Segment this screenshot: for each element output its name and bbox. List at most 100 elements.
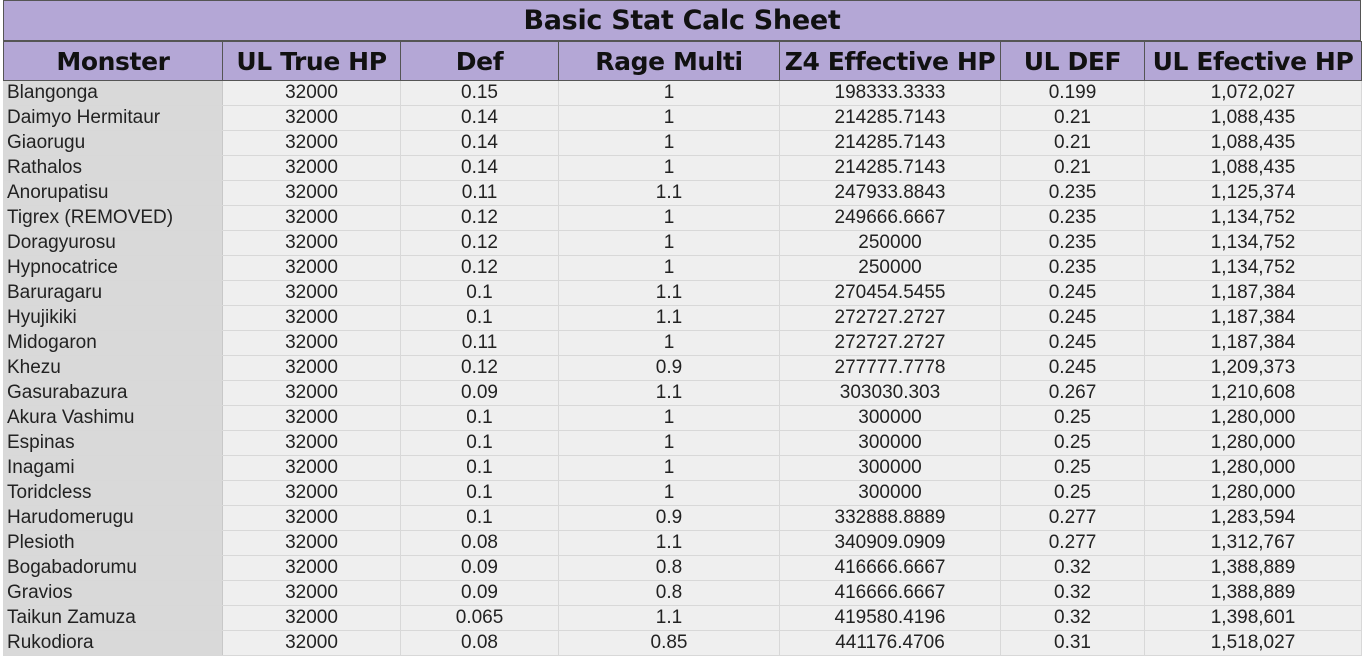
rage-multi-cell[interactable]: 1	[558, 130, 780, 156]
monster-cell[interactable]: Plesioth	[3, 530, 223, 556]
ul-def-cell[interactable]: 0.32	[1000, 605, 1145, 631]
monster-cell[interactable]: Harudomerugu	[3, 505, 223, 531]
ul-def-cell[interactable]: 0.235	[1000, 255, 1145, 281]
ul-def-cell[interactable]: 0.32	[1000, 555, 1145, 581]
monster-cell[interactable]: Giaorugu	[3, 130, 223, 156]
ul-true-hp-cell[interactable]: 32000	[222, 430, 401, 456]
def-cell[interactable]: 0.1	[400, 505, 559, 531]
ul-true-hp-cell[interactable]: 32000	[222, 630, 401, 656]
monster-cell[interactable]: Baruragaru	[3, 280, 223, 306]
header-monster[interactable]: Monster	[3, 41, 223, 81]
rage-multi-cell[interactable]: 1	[558, 430, 780, 456]
ul-effective-hp-cell[interactable]: 1,134,752	[1144, 255, 1362, 281]
ul-effective-hp-cell[interactable]: 1,187,384	[1144, 330, 1362, 356]
ul-true-hp-cell[interactable]: 32000	[222, 480, 401, 506]
ul-true-hp-cell[interactable]: 32000	[222, 605, 401, 631]
rage-multi-cell[interactable]: 1.1	[558, 380, 780, 406]
monster-cell[interactable]: Rukodiora	[3, 630, 223, 656]
monster-cell[interactable]: Taikun Zamuza	[3, 605, 223, 631]
header-ul-def[interactable]: UL DEF	[1000, 41, 1145, 81]
z4-effective-hp-cell[interactable]: 198333.3333	[779, 80, 1001, 106]
ul-true-hp-cell[interactable]: 32000	[222, 355, 401, 381]
def-cell[interactable]: 0.11	[400, 180, 559, 206]
z4-effective-hp-cell[interactable]: 277777.7778	[779, 355, 1001, 381]
z4-effective-hp-cell[interactable]: 250000	[779, 230, 1001, 256]
monster-cell[interactable]: Espinas	[3, 430, 223, 456]
rage-multi-cell[interactable]: 1	[558, 405, 780, 431]
ul-def-cell[interactable]: 0.277	[1000, 530, 1145, 556]
rage-multi-cell[interactable]: 1	[558, 455, 780, 481]
def-cell[interactable]: 0.09	[400, 380, 559, 406]
ul-def-cell[interactable]: 0.235	[1000, 205, 1145, 231]
def-cell[interactable]: 0.12	[400, 230, 559, 256]
ul-true-hp-cell[interactable]: 32000	[222, 380, 401, 406]
z4-effective-hp-cell[interactable]: 270454.5455	[779, 280, 1001, 306]
ul-true-hp-cell[interactable]: 32000	[222, 555, 401, 581]
rage-multi-cell[interactable]: 0.8	[558, 580, 780, 606]
header-rage-multi[interactable]: Rage Multi	[558, 41, 780, 81]
ul-effective-hp-cell[interactable]: 1,088,435	[1144, 155, 1362, 181]
z4-effective-hp-cell[interactable]: 247933.8843	[779, 180, 1001, 206]
ul-true-hp-cell[interactable]: 32000	[222, 105, 401, 131]
ul-effective-hp-cell[interactable]: 1,187,384	[1144, 305, 1362, 331]
ul-def-cell[interactable]: 0.25	[1000, 405, 1145, 431]
z4-effective-hp-cell[interactable]: 250000	[779, 255, 1001, 281]
ul-def-cell[interactable]: 0.25	[1000, 430, 1145, 456]
z4-effective-hp-cell[interactable]: 300000	[779, 430, 1001, 456]
ul-true-hp-cell[interactable]: 32000	[222, 280, 401, 306]
ul-effective-hp-cell[interactable]: 1,283,594	[1144, 505, 1362, 531]
ul-def-cell[interactable]: 0.277	[1000, 505, 1145, 531]
header-ul-effective-hp[interactable]: UL Efective HP	[1144, 41, 1362, 81]
z4-effective-hp-cell[interactable]: 272727.2727	[779, 330, 1001, 356]
monster-cell[interactable]: Inagami	[3, 455, 223, 481]
ul-effective-hp-cell[interactable]: 1,088,435	[1144, 130, 1362, 156]
ul-true-hp-cell[interactable]: 32000	[222, 580, 401, 606]
ul-def-cell[interactable]: 0.25	[1000, 455, 1145, 481]
ul-effective-hp-cell[interactable]: 1,388,889	[1144, 555, 1362, 581]
ul-true-hp-cell[interactable]: 32000	[222, 505, 401, 531]
z4-effective-hp-cell[interactable]: 340909.0909	[779, 530, 1001, 556]
ul-effective-hp-cell[interactable]: 1,072,027	[1144, 80, 1362, 106]
def-cell[interactable]: 0.08	[400, 630, 559, 656]
rage-multi-cell[interactable]: 1.1	[558, 280, 780, 306]
def-cell[interactable]: 0.1	[400, 405, 559, 431]
z4-effective-hp-cell[interactable]: 300000	[779, 455, 1001, 481]
z4-effective-hp-cell[interactable]: 416666.6667	[779, 555, 1001, 581]
rage-multi-cell[interactable]: 1	[558, 205, 780, 231]
rage-multi-cell[interactable]: 1	[558, 255, 780, 281]
rage-multi-cell[interactable]: 0.8	[558, 555, 780, 581]
header-def[interactable]: Def	[400, 41, 559, 81]
ul-effective-hp-cell[interactable]: 1,518,027	[1144, 630, 1362, 656]
ul-def-cell[interactable]: 0.32	[1000, 580, 1145, 606]
ul-def-cell[interactable]: 0.31	[1000, 630, 1145, 656]
ul-effective-hp-cell[interactable]: 1,398,601	[1144, 605, 1362, 631]
ul-def-cell[interactable]: 0.21	[1000, 130, 1145, 156]
ul-def-cell[interactable]: 0.245	[1000, 355, 1145, 381]
def-cell[interactable]: 0.14	[400, 130, 559, 156]
ul-effective-hp-cell[interactable]: 1,125,374	[1144, 180, 1362, 206]
ul-def-cell[interactable]: 0.245	[1000, 305, 1145, 331]
ul-effective-hp-cell[interactable]: 1,134,752	[1144, 205, 1362, 231]
ul-effective-hp-cell[interactable]: 1,134,752	[1144, 230, 1362, 256]
rage-multi-cell[interactable]: 1.1	[558, 530, 780, 556]
def-cell[interactable]: 0.1	[400, 305, 559, 331]
ul-def-cell[interactable]: 0.245	[1000, 280, 1145, 306]
sheet-title[interactable]: Basic Stat Calc Sheet	[3, 0, 1361, 41]
ul-true-hp-cell[interactable]: 32000	[222, 455, 401, 481]
rage-multi-cell[interactable]: 1	[558, 80, 780, 106]
rage-multi-cell[interactable]: 1	[558, 480, 780, 506]
z4-effective-hp-cell[interactable]: 303030.303	[779, 380, 1001, 406]
z4-effective-hp-cell[interactable]: 441176.4706	[779, 630, 1001, 656]
ul-def-cell[interactable]: 0.245	[1000, 330, 1145, 356]
def-cell[interactable]: 0.12	[400, 255, 559, 281]
monster-cell[interactable]: Midogaron	[3, 330, 223, 356]
ul-def-cell[interactable]: 0.235	[1000, 230, 1145, 256]
monster-cell[interactable]: Hypnocatrice	[3, 255, 223, 281]
ul-def-cell[interactable]: 0.199	[1000, 80, 1145, 106]
rage-multi-cell[interactable]: 1.1	[558, 180, 780, 206]
ul-effective-hp-cell[interactable]: 1,388,889	[1144, 580, 1362, 606]
def-cell[interactable]: 0.1	[400, 280, 559, 306]
ul-true-hp-cell[interactable]: 32000	[222, 255, 401, 281]
ul-def-cell[interactable]: 0.235	[1000, 180, 1145, 206]
z4-effective-hp-cell[interactable]: 214285.7143	[779, 105, 1001, 131]
